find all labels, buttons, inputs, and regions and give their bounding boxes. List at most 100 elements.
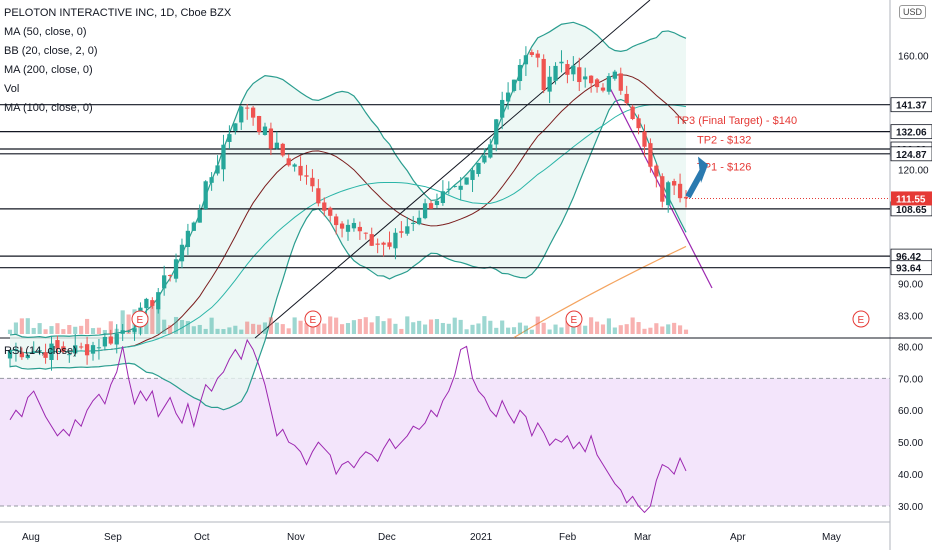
volume-bar [618, 325, 623, 334]
candle-body [221, 144, 226, 170]
time-tick-label: Dec [378, 532, 396, 543]
level-label: 108.65 [896, 205, 927, 216]
candle-body [203, 181, 208, 209]
candle-body [458, 185, 463, 190]
candle-body [245, 107, 250, 109]
candle-body [108, 336, 113, 344]
candle-body [399, 231, 404, 233]
candle-body [250, 107, 256, 118]
volume-bar [482, 316, 487, 334]
volume-bar [577, 319, 582, 334]
volume-bar [541, 322, 546, 334]
volume-bar [79, 325, 84, 334]
earnings-marker-label: E [858, 315, 865, 326]
volume-bar [96, 327, 102, 334]
candle-body [126, 330, 131, 332]
candle-body [114, 333, 119, 345]
volume-bar [61, 329, 66, 334]
volume-bar [85, 318, 90, 334]
volume-bar [73, 326, 78, 334]
candle-body [286, 158, 291, 166]
candle-body [411, 222, 416, 224]
target-label: TP1 - $126 [697, 161, 751, 173]
candle-body [517, 64, 523, 82]
candle-body [588, 75, 594, 84]
volume-bar [547, 329, 552, 334]
candle-body [19, 352, 24, 358]
candle-body [464, 177, 469, 185]
target-label: TP2 - $132 [697, 134, 751, 146]
volume-bar [381, 321, 386, 334]
candle-body [500, 99, 505, 118]
candle-body [197, 209, 202, 223]
candle-body [179, 244, 185, 262]
volume-bar [7, 329, 13, 334]
volume-bar [612, 327, 617, 334]
earnings-marker-label: E [137, 315, 144, 326]
candle-body [559, 61, 564, 64]
volume-bar [316, 320, 321, 334]
candle-body [369, 234, 374, 246]
candle-body [494, 119, 499, 145]
candle-body [683, 196, 689, 199]
volume-bar [191, 326, 196, 334]
candle-body [677, 183, 683, 199]
volume-bar [488, 320, 493, 334]
price-tick-label: 160.00 [898, 52, 929, 63]
volume-bar [452, 317, 457, 334]
trendline-ascending [254, 0, 651, 339]
indicator-bb[interactable]: BB (20, close, 2, 0) [4, 45, 98, 57]
price-tick-label: 120.00 [898, 166, 929, 177]
volume-bar [126, 314, 131, 334]
volume-bar [120, 310, 125, 334]
volume-bar [179, 319, 185, 334]
time-tick-label: Mar [634, 532, 652, 543]
candle-body [167, 275, 173, 277]
rsi-band-fill [0, 378, 890, 507]
volume-bar [387, 318, 392, 334]
volume-bar [168, 325, 173, 334]
level-badge [890, 97, 932, 113]
rsi-title[interactable]: RSI (14, close) [4, 345, 77, 357]
volume-bar [102, 329, 107, 334]
candle-body [233, 123, 238, 131]
volume-bar [298, 320, 303, 334]
earnings-marker-label: E [310, 315, 317, 326]
candle-body [55, 340, 60, 349]
volume-bar [606, 318, 611, 334]
volume-bar [55, 323, 60, 334]
candle-body [322, 202, 327, 211]
indicator-vol[interactable]: Vol [4, 83, 20, 95]
level-badge [890, 260, 932, 276]
volume-bar [274, 322, 279, 334]
level-label: 124.87 [896, 150, 927, 161]
volume-bar [203, 328, 208, 334]
volume-bar [440, 322, 445, 334]
bollinger-band-fill [10, 22, 686, 410]
candle-body [61, 346, 66, 352]
candle-body [505, 92, 511, 102]
currency-badge[interactable]: USD [898, 5, 926, 19]
volume-bar [506, 327, 511, 334]
volume-bar [221, 329, 226, 334]
candle-body [541, 58, 546, 91]
candle-body [120, 330, 125, 334]
volume-bar [209, 317, 214, 334]
earnings-marker-label: E [571, 315, 578, 326]
candle-body [660, 176, 665, 202]
candle-body [630, 106, 635, 120]
volume-bar [428, 319, 434, 334]
candle-body [357, 226, 362, 232]
indicator-ma50[interactable]: MA (50, close, 0) [4, 26, 87, 38]
level-label: 93.64 [896, 264, 921, 275]
volume-bar [227, 327, 232, 334]
volume-bar [268, 317, 273, 334]
volume-bar [517, 322, 523, 334]
symbol-title[interactable]: PELOTON INTERACTIVE INC, 1D, Cboe BZX [4, 7, 232, 19]
indicator-ma100[interactable]: MA (100, close, 0) [4, 102, 93, 114]
candle-body [102, 336, 108, 347]
volume-bar [144, 315, 149, 334]
level-badge [890, 146, 932, 162]
indicator-ma200[interactable]: MA (200, close, 0) [4, 64, 93, 76]
